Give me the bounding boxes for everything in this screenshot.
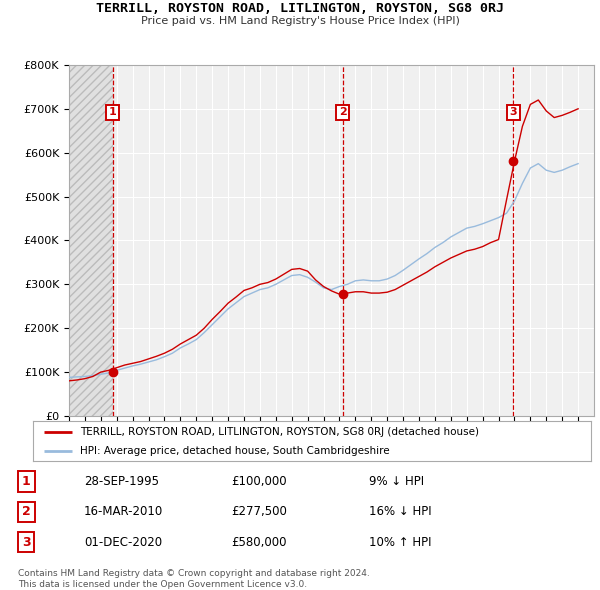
Text: TERRILL, ROYSTON ROAD, LITLINGTON, ROYSTON, SG8 0RJ (detached house): TERRILL, ROYSTON ROAD, LITLINGTON, ROYST… [80,427,479,437]
Text: £100,000: £100,000 [231,475,287,488]
Text: 16% ↓ HPI: 16% ↓ HPI [369,505,432,519]
Text: £277,500: £277,500 [231,505,287,519]
Text: TERRILL, ROYSTON ROAD, LITLINGTON, ROYSTON, SG8 0RJ: TERRILL, ROYSTON ROAD, LITLINGTON, ROYST… [96,2,504,15]
Bar [69,65,113,416]
Text: 2: 2 [22,505,31,519]
Text: 01-DEC-2020: 01-DEC-2020 [84,536,162,549]
Text: 16-MAR-2010: 16-MAR-2010 [84,505,163,519]
Text: 3: 3 [22,536,31,549]
Text: 2: 2 [339,107,347,117]
Text: 10% ↑ HPI: 10% ↑ HPI [369,536,431,549]
Text: Price paid vs. HM Land Registry's House Price Index (HPI): Price paid vs. HM Land Registry's House … [140,16,460,26]
Text: 1: 1 [22,475,31,488]
Text: 28-SEP-1995: 28-SEP-1995 [84,475,159,488]
Text: HPI: Average price, detached house, South Cambridgeshire: HPI: Average price, detached house, Sout… [80,445,390,455]
Text: Contains HM Land Registry data © Crown copyright and database right 2024.
This d: Contains HM Land Registry data © Crown c… [18,569,370,589]
Text: 9% ↓ HPI: 9% ↓ HPI [369,475,424,488]
Text: 3: 3 [509,107,517,117]
Text: £580,000: £580,000 [231,536,286,549]
Text: 1: 1 [109,107,116,117]
